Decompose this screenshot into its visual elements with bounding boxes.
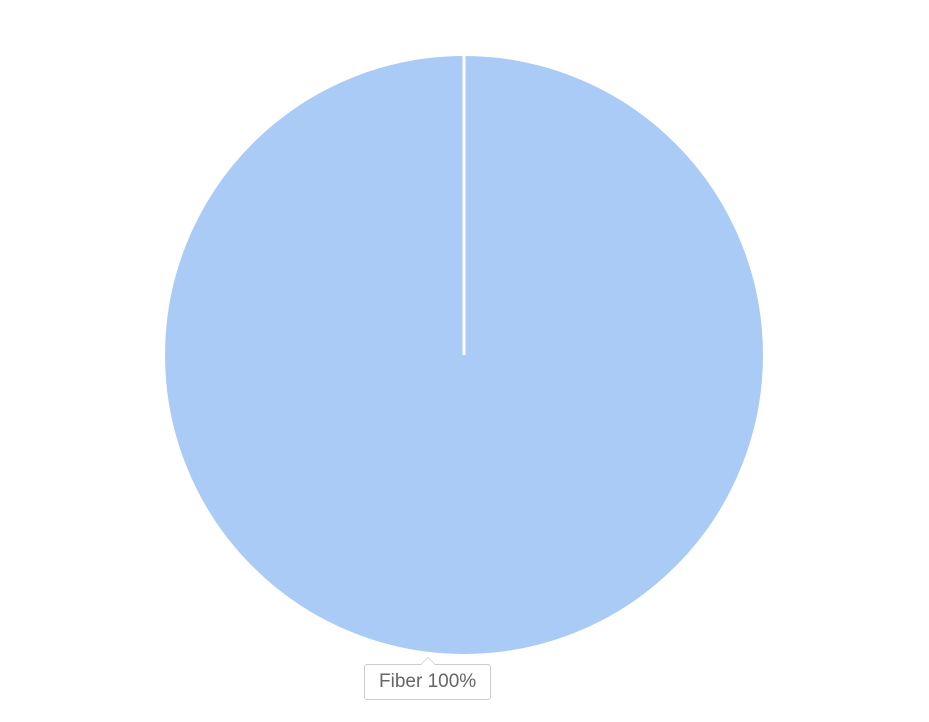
pie-chart-container: Fiber 100% — [0, 0, 929, 717]
pie-chart-svg — [0, 0, 929, 717]
tooltip-text: Fiber 100% — [379, 671, 476, 692]
chart-tooltip: Fiber 100% — [364, 664, 491, 700]
